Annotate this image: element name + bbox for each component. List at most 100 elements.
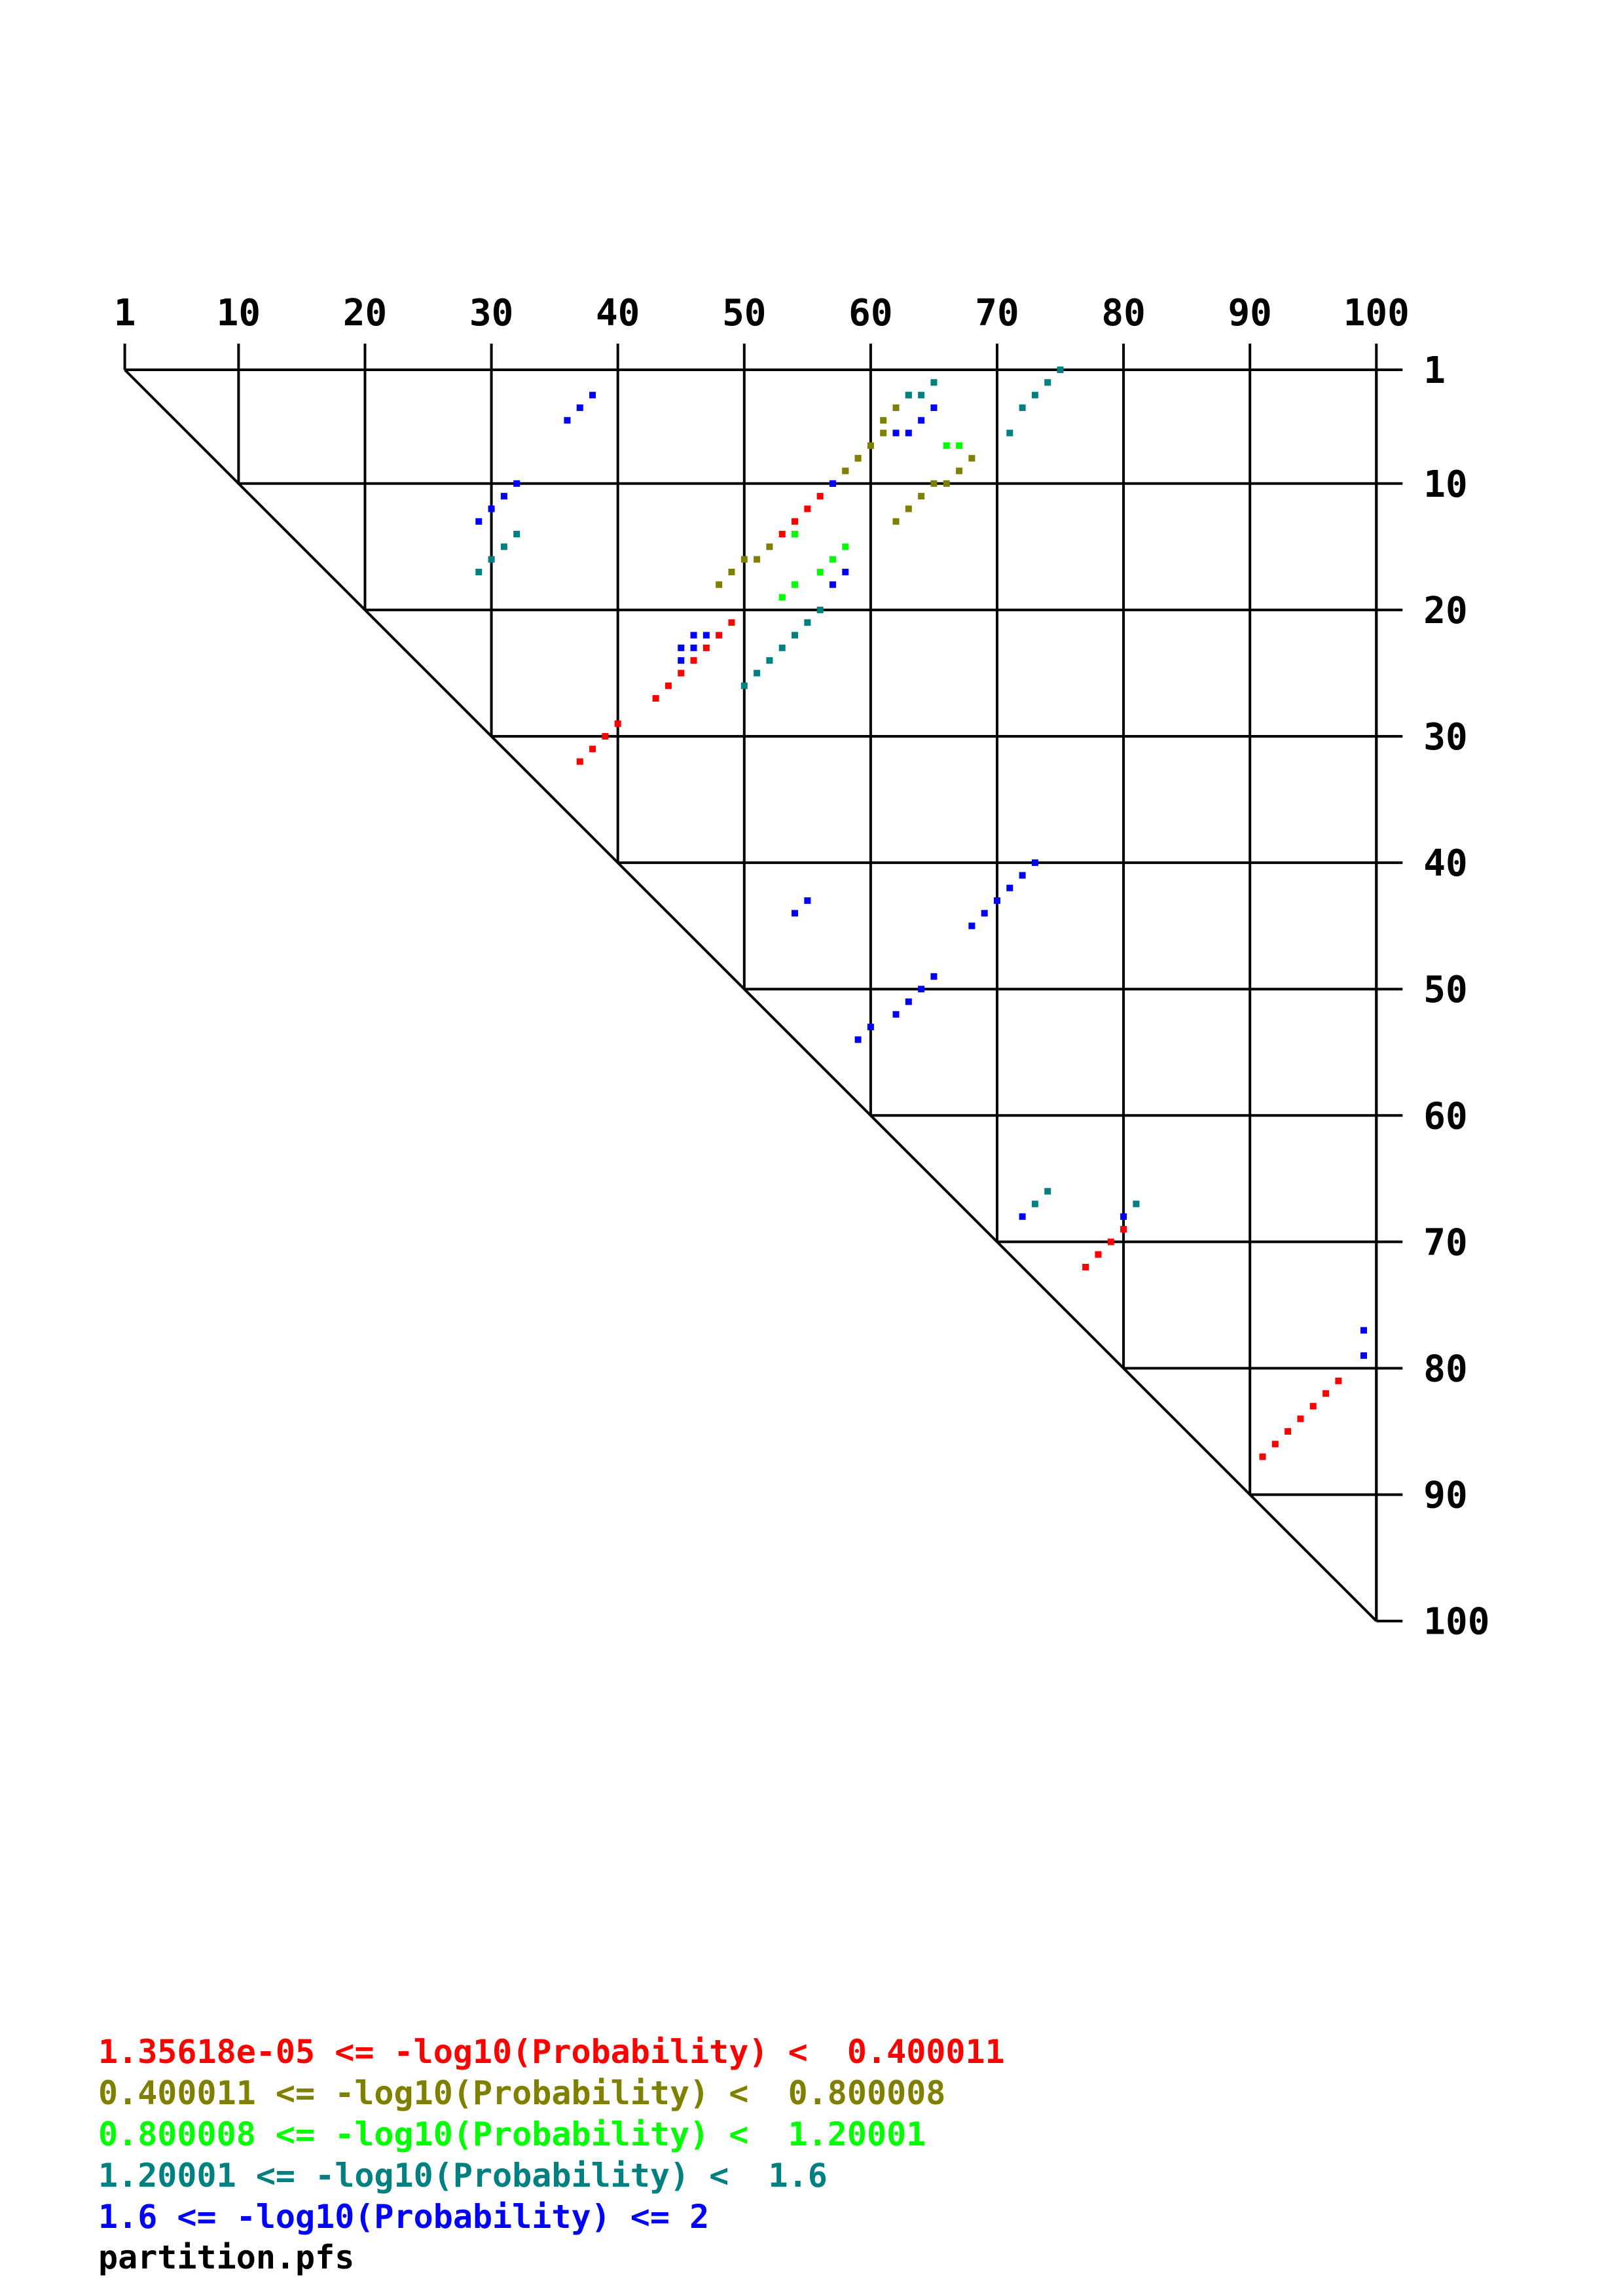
probability-dot [740,682,748,689]
probability-dot [816,606,824,613]
probability-dot [956,442,963,449]
probability-dot [918,493,925,500]
probability-dot [702,644,710,651]
probability-dot [1271,1441,1279,1448]
probability-dot [652,695,659,702]
probability-dot [778,531,786,538]
probability-dot [867,1024,874,1031]
probability-dot [1019,404,1026,411]
probability-dot [1133,1200,1140,1208]
probability-dot [905,998,912,1005]
probability-dot [792,910,799,917]
probability-dot [702,632,710,639]
y-tick-label: 80 [1423,1348,1467,1390]
probability-dot [728,619,735,626]
probability-dot [1285,1428,1292,1435]
probability-dot [589,391,596,399]
probability-dot [905,391,912,399]
probability-dot [1019,1213,1026,1220]
probability-dot [1120,1226,1127,1233]
probability-dot [930,480,938,487]
probability-dot [690,632,697,639]
y-tick-label: 100 [1423,1601,1489,1643]
probability-dot [829,556,836,563]
probability-dot [905,429,912,437]
probability-dot [804,619,811,626]
probability-dot [892,1011,900,1018]
probability-dot [754,670,761,677]
diagonal-border [124,368,1377,1623]
x-tick-label: 30 [469,292,513,334]
probability-dot [589,745,596,753]
probability-dot [956,467,963,475]
x-tick-label: 1 [114,292,136,334]
probability-dot [614,720,621,727]
probability-dot [1095,1251,1102,1258]
probability-dot [792,581,799,588]
probability-dot [918,417,925,424]
probability-dot [842,467,849,475]
probability-dot [792,518,799,525]
probability-dot [892,518,900,525]
probability-dot [792,632,799,639]
probability-dot [918,986,925,993]
probability-dot [930,973,938,980]
x-tick-label: 80 [1101,292,1145,334]
probability-dot [1360,1327,1367,1334]
x-tick-label: 50 [722,292,766,334]
probability-dot [740,556,748,563]
legend-entry-teal: 1.20001 <= -log10(Probability) < 1.6 [98,2157,828,2195]
probability-dot [930,404,938,411]
probability-dot [576,758,583,765]
probability-dot [842,543,849,550]
probability-dot [1082,1264,1089,1271]
probability-dot [842,568,849,575]
probability-dot [754,556,761,563]
legend-entry-red: 1.35618e-05 <= -log10(Probability) < 0.4… [98,2033,1005,2071]
probability-dot [1031,391,1038,399]
probability-dot [1335,1377,1342,1384]
probability-dot [1031,859,1038,867]
probability-dot [1120,1213,1127,1220]
probability-dot [778,644,786,651]
probability-dot [943,442,950,449]
probability-dot [500,543,507,550]
x-tick-label: 70 [975,292,1019,334]
probability-dot [880,417,887,424]
probability-dot [728,568,735,575]
probability-dot [716,581,723,588]
probability-dot [892,429,900,437]
probability-dot [488,556,495,563]
y-tick-label: 20 [1423,590,1467,632]
y-tick-label: 40 [1423,842,1467,885]
probability-dot [1031,1200,1038,1208]
probability-dot [1044,1188,1051,1195]
probability-dot [792,531,799,538]
probability-dot [1006,884,1013,891]
probability-dot [1019,872,1026,879]
x-tick-label: 10 [217,292,261,334]
probability-dot [968,455,976,462]
probability-dot [576,404,583,411]
probability-dot [829,581,836,588]
y-tick-label: 90 [1423,1475,1467,1517]
y-tick-label: 10 [1423,463,1467,506]
probability-dot [854,1036,862,1043]
probability-dot [602,732,609,740]
legend-entry-olive: 0.400011 <= -log10(Probability) < 0.8000… [98,2074,946,2112]
probability-dot [804,505,811,512]
probability-dot [816,568,824,575]
probability-dot [500,493,507,500]
probability-dot [930,379,938,386]
probability-legend: 1.35618e-05 <= -log10(Probability) < 0.4… [98,2032,1005,2238]
probability-dot [880,429,887,437]
probability-dot [1259,1453,1266,1460]
legend-entry-green: 0.800008 <= -log10(Probability) < 1.2000… [98,2115,926,2153]
x-tick-label: 60 [848,292,892,334]
probability-dot [488,505,495,512]
probability-dot [513,480,520,487]
y-tick-label: 60 [1423,1095,1467,1138]
probability-dot [564,417,571,424]
y-tick-label: 1 [1423,350,1446,392]
